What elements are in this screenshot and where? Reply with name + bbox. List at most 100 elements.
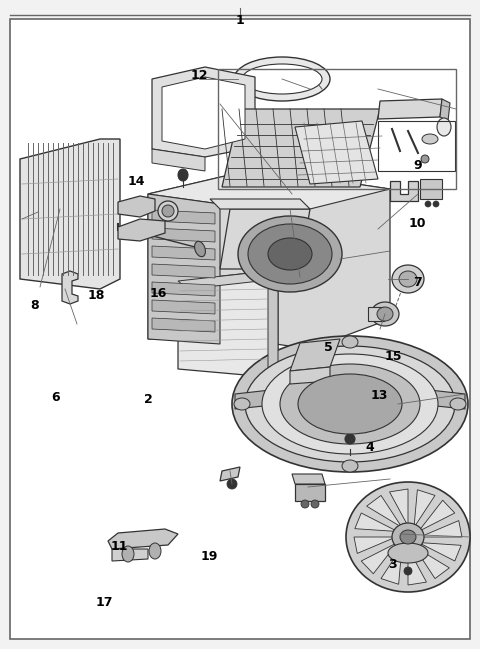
Polygon shape <box>220 467 240 481</box>
Text: 12: 12 <box>191 69 208 82</box>
Polygon shape <box>378 99 442 119</box>
Polygon shape <box>152 246 215 260</box>
Ellipse shape <box>399 271 417 287</box>
Ellipse shape <box>346 482 470 592</box>
Ellipse shape <box>238 216 342 292</box>
Ellipse shape <box>234 57 330 101</box>
Polygon shape <box>62 271 78 304</box>
Polygon shape <box>235 381 465 409</box>
Polygon shape <box>295 121 378 184</box>
Ellipse shape <box>421 155 429 163</box>
Polygon shape <box>367 495 402 528</box>
Ellipse shape <box>425 201 431 207</box>
Ellipse shape <box>311 500 319 508</box>
Polygon shape <box>414 546 449 578</box>
Polygon shape <box>361 543 397 574</box>
Text: 10: 10 <box>409 217 426 230</box>
Polygon shape <box>152 282 215 296</box>
Text: 13: 13 <box>371 389 388 402</box>
Ellipse shape <box>248 224 332 284</box>
Polygon shape <box>152 228 215 242</box>
Ellipse shape <box>342 460 358 472</box>
Ellipse shape <box>392 523 424 551</box>
Polygon shape <box>178 271 278 289</box>
Polygon shape <box>355 513 397 532</box>
Polygon shape <box>408 548 426 585</box>
Ellipse shape <box>400 530 416 544</box>
Polygon shape <box>152 318 215 332</box>
Polygon shape <box>419 500 455 532</box>
Polygon shape <box>152 67 255 157</box>
Text: 4: 4 <box>365 441 374 454</box>
Polygon shape <box>381 546 402 584</box>
Polygon shape <box>440 99 450 121</box>
Ellipse shape <box>404 567 412 575</box>
Polygon shape <box>290 367 330 384</box>
Ellipse shape <box>377 307 393 321</box>
Text: 2: 2 <box>144 393 153 406</box>
Polygon shape <box>295 484 325 501</box>
Polygon shape <box>390 489 408 526</box>
Polygon shape <box>118 219 165 241</box>
Ellipse shape <box>234 398 250 410</box>
Ellipse shape <box>242 64 322 94</box>
Polygon shape <box>268 271 278 379</box>
Polygon shape <box>118 196 155 217</box>
Text: 16: 16 <box>150 287 167 300</box>
Polygon shape <box>178 271 278 377</box>
Polygon shape <box>112 549 148 561</box>
Ellipse shape <box>268 238 312 270</box>
Text: 14: 14 <box>128 175 145 188</box>
Ellipse shape <box>162 205 174 217</box>
Polygon shape <box>152 149 205 171</box>
Polygon shape <box>222 109 380 187</box>
Polygon shape <box>108 529 178 549</box>
Text: 6: 6 <box>51 391 60 404</box>
Polygon shape <box>420 520 462 537</box>
Polygon shape <box>152 264 215 278</box>
Text: 3: 3 <box>388 558 397 571</box>
Polygon shape <box>20 139 120 289</box>
Polygon shape <box>220 209 310 269</box>
Text: 9: 9 <box>413 159 422 172</box>
Ellipse shape <box>149 543 161 559</box>
Text: 8: 8 <box>30 299 39 312</box>
Bar <box>420 179 442 199</box>
Polygon shape <box>148 169 390 349</box>
Ellipse shape <box>437 118 451 136</box>
Ellipse shape <box>158 201 178 221</box>
Ellipse shape <box>422 134 438 144</box>
Polygon shape <box>414 490 435 528</box>
Text: 19: 19 <box>200 550 217 563</box>
Ellipse shape <box>227 479 237 489</box>
Ellipse shape <box>194 241 205 257</box>
Ellipse shape <box>245 346 455 462</box>
Polygon shape <box>419 543 461 561</box>
Ellipse shape <box>178 169 188 181</box>
Polygon shape <box>152 300 215 314</box>
Text: 11: 11 <box>110 540 128 553</box>
Polygon shape <box>210 199 310 209</box>
Text: 18: 18 <box>87 289 105 302</box>
Text: 5: 5 <box>324 341 333 354</box>
Ellipse shape <box>298 374 402 434</box>
Ellipse shape <box>342 336 358 348</box>
Ellipse shape <box>392 265 424 293</box>
Text: 1: 1 <box>236 14 244 27</box>
Ellipse shape <box>371 302 399 326</box>
Polygon shape <box>152 210 215 224</box>
Ellipse shape <box>301 500 309 508</box>
Polygon shape <box>148 194 220 344</box>
Polygon shape <box>148 169 390 209</box>
Ellipse shape <box>345 434 355 444</box>
Polygon shape <box>292 474 325 484</box>
Ellipse shape <box>262 354 438 454</box>
Bar <box>218 69 456 189</box>
Bar <box>368 307 384 321</box>
Ellipse shape <box>122 546 134 562</box>
Polygon shape <box>162 77 245 149</box>
Polygon shape <box>290 339 340 371</box>
Ellipse shape <box>388 543 428 563</box>
Ellipse shape <box>433 201 439 207</box>
Ellipse shape <box>232 336 468 472</box>
